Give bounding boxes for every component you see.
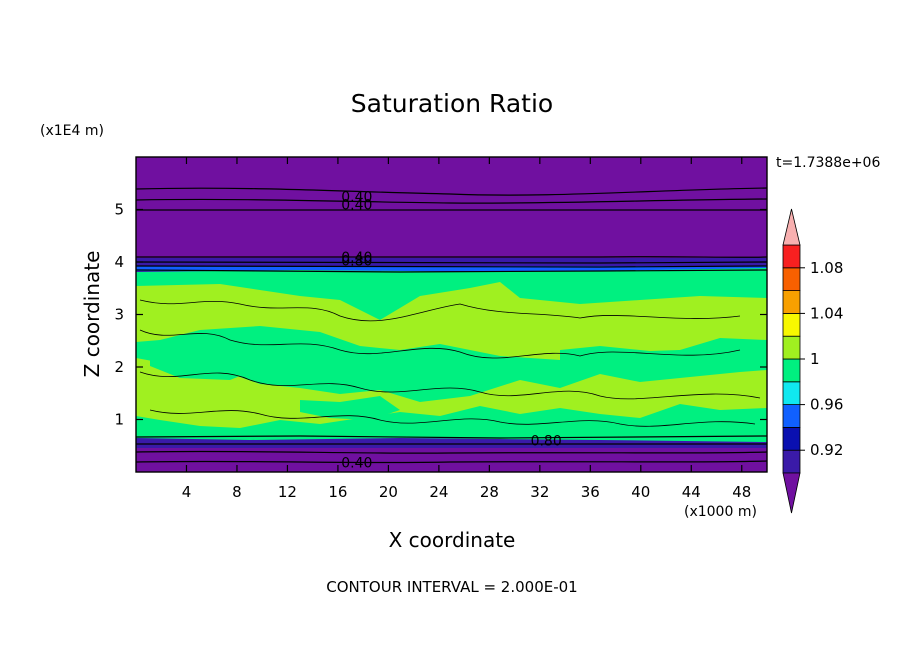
contour-line-upper-1 bbox=[136, 187, 767, 196]
cloud-pocket-left bbox=[150, 348, 250, 380]
x-axis-ticks: 4 8 12 16 20 24 28 32 36 40 44 48 bbox=[182, 157, 751, 501]
x-tick-label: 36 bbox=[581, 483, 600, 501]
colorbar-segment bbox=[782, 358, 801, 383]
y-axis-label: Z coordinate bbox=[80, 251, 104, 378]
x-tick-label: 8 bbox=[232, 483, 242, 501]
colorbar-segment bbox=[782, 381, 801, 405]
colorbar-segment bbox=[782, 244, 801, 269]
time-label: t=1.7388e+06 bbox=[776, 155, 880, 171]
contour-line-upper-2 bbox=[136, 198, 767, 204]
y-axis-ticks: 1 2 3 4 5 bbox=[114, 201, 767, 429]
colorbar-segment bbox=[782, 290, 801, 314]
colorbar-segment bbox=[782, 312, 801, 337]
x-tick-label: 48 bbox=[732, 483, 751, 501]
cloud-high-region-lower bbox=[136, 358, 767, 428]
colorbar-segment bbox=[782, 404, 801, 428]
chart-title: Saturation Ratio bbox=[351, 89, 553, 118]
y-tick-label: 5 bbox=[114, 201, 124, 219]
colorbar-segment bbox=[782, 267, 801, 291]
colorbar-label: 1 bbox=[810, 350, 820, 368]
contour-lines bbox=[136, 187, 767, 464]
colorbar-label: 0.96 bbox=[810, 396, 843, 414]
contour-label: 0.80 bbox=[531, 434, 562, 450]
colorbar: 0.92 0.96 1 1.04 1.08 bbox=[782, 208, 843, 514]
colorbar-over-arrow bbox=[782, 208, 801, 246]
contour-label: 0.40 bbox=[341, 456, 372, 472]
contour-line-cloud-top bbox=[136, 269, 767, 273]
contour-line-lower-2 bbox=[136, 450, 767, 454]
x-axis-label: X coordinate bbox=[389, 528, 516, 552]
upper-transition-band bbox=[136, 266, 767, 271]
contour-label: 0.40 bbox=[341, 250, 372, 266]
y-tick-label: 2 bbox=[114, 358, 124, 376]
contour-line-lower-3 bbox=[136, 460, 767, 464]
colorbar-under-arrow bbox=[782, 472, 801, 514]
x-tick-label: 44 bbox=[682, 483, 701, 501]
contour-line-inner-2 bbox=[139, 329, 741, 359]
x-tick-label: 12 bbox=[278, 483, 297, 501]
contour-labels: 0.400.400.400.800.800.40 bbox=[341, 189, 561, 471]
colorbar-segment bbox=[782, 426, 801, 451]
contour-label: 0.80 bbox=[341, 253, 372, 269]
colorbar-label: 1.04 bbox=[810, 304, 843, 322]
colorbar-label: 0.92 bbox=[810, 441, 843, 459]
x-tick-label: 16 bbox=[328, 483, 347, 501]
contour-line-inner-4 bbox=[149, 409, 756, 427]
x-tick-label: 20 bbox=[379, 483, 398, 501]
x-tick-label: 28 bbox=[480, 483, 499, 501]
x-tick-label: 4 bbox=[182, 483, 192, 501]
contour-line-inner-3 bbox=[139, 371, 761, 400]
x-tick-label: 40 bbox=[631, 483, 650, 501]
cloud-pocket-right bbox=[560, 346, 740, 368]
y-tick-label: 1 bbox=[114, 411, 124, 429]
contour-line-upper-4 bbox=[136, 256, 767, 258]
contour-line-cloud-bottom bbox=[136, 435, 767, 439]
x-tick-label: 32 bbox=[530, 483, 549, 501]
cloud-high-region bbox=[136, 282, 767, 360]
contour-line-inner-1 bbox=[139, 299, 741, 322]
contour-interval-footer: CONTOUR INTERVAL = 2.000E-01 bbox=[326, 578, 577, 596]
y-tick-label: 3 bbox=[114, 306, 124, 324]
plot-area: 0.400.400.400.800.800.40 bbox=[136, 157, 767, 472]
colorbar-label: 1.08 bbox=[810, 259, 843, 277]
x-tick-label: 24 bbox=[429, 483, 448, 501]
contour-line-upper-5 bbox=[136, 261, 767, 264]
contour-label: 0.40 bbox=[341, 189, 372, 205]
y-tick-label: 4 bbox=[114, 253, 124, 271]
contour-line-upper-6 bbox=[136, 265, 767, 268]
contour-label: 0.40 bbox=[341, 197, 372, 213]
cloud-pocket-mid bbox=[300, 396, 400, 420]
colorbar-segment bbox=[782, 335, 801, 360]
x-unit-label: (x1000 m) bbox=[684, 504, 757, 520]
y-unit-label: (x1E4 m) bbox=[40, 123, 104, 139]
colorbar-segment bbox=[782, 449, 801, 474]
